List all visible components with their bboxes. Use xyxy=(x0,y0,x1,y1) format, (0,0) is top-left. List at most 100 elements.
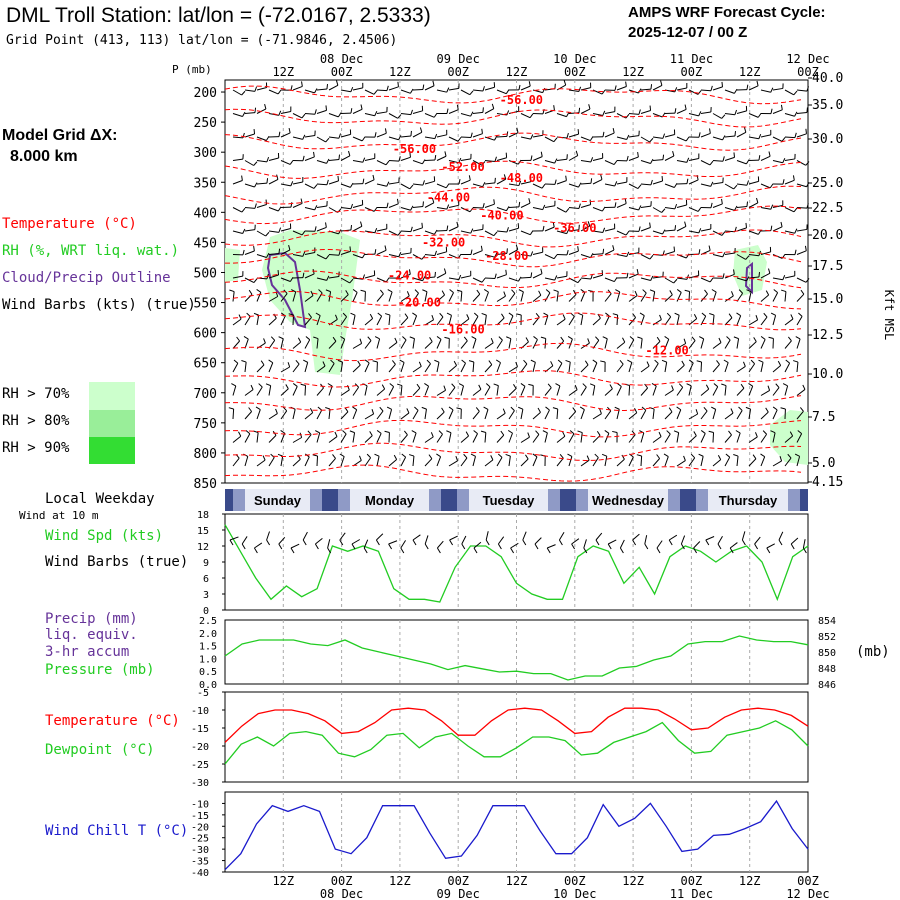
wind-barb xyxy=(436,312,444,326)
surface-wind-barb xyxy=(461,535,467,550)
wind-barb xyxy=(532,204,546,211)
wind-barb xyxy=(304,407,314,420)
wind-barb xyxy=(328,112,342,118)
y-tick-label: -15 xyxy=(191,811,209,822)
wind-barb xyxy=(748,112,762,118)
wind-barb xyxy=(340,86,354,93)
wind-barb xyxy=(244,430,251,443)
wind-barb xyxy=(652,133,666,139)
wind-barb xyxy=(304,290,314,302)
wind-barb xyxy=(604,181,618,187)
wind-barb xyxy=(733,336,740,349)
temperature-contour xyxy=(224,442,802,462)
wind-barb xyxy=(364,153,376,161)
wind-barb xyxy=(364,431,373,443)
wind-barb xyxy=(627,359,633,373)
wind-barb xyxy=(748,383,754,396)
wind-barb xyxy=(448,221,459,232)
wind-barb xyxy=(460,314,470,326)
wind-barb xyxy=(748,454,757,467)
wind-barb xyxy=(736,312,742,326)
wind-barb xyxy=(580,383,587,396)
y-tick-label: -5 xyxy=(197,688,209,699)
weekday-tuesday: Tuesday xyxy=(449,489,568,511)
wind-barb xyxy=(304,313,312,326)
wind-barb xyxy=(736,201,749,208)
wind-barb xyxy=(460,359,466,373)
wind-barb xyxy=(760,336,766,349)
wind-barb xyxy=(735,430,741,443)
wind-barb xyxy=(436,430,443,443)
wind-barb xyxy=(472,86,485,92)
forecast-cycle-label: AMPS WRF Forecast Cycle: xyxy=(628,4,826,21)
wind-barb xyxy=(592,153,604,161)
wind-barb xyxy=(268,206,282,212)
wind-barb xyxy=(748,197,759,208)
wind-barb xyxy=(544,383,552,396)
top-date-label: 09 Dec xyxy=(437,52,480,66)
wind-barb xyxy=(280,276,294,282)
surface-wind-barb xyxy=(436,540,444,554)
wind-barb xyxy=(674,312,680,326)
rh-shade-region xyxy=(225,248,240,282)
surface-wind-barb xyxy=(473,541,482,554)
wind-barb xyxy=(424,197,435,208)
wind-barb xyxy=(700,128,711,138)
wind-barb xyxy=(268,152,280,161)
surface-wind-barb xyxy=(327,539,332,554)
wind-barb xyxy=(676,199,688,208)
wind-barb xyxy=(652,80,663,91)
surface-wind-barb xyxy=(314,537,323,550)
legend-wind-chill: Wind Chill T (°C) xyxy=(45,823,189,839)
surface-wind-barb xyxy=(388,540,398,550)
wind-barb xyxy=(412,312,418,326)
wind-barb xyxy=(640,222,651,232)
wind-barb xyxy=(700,160,714,166)
wind-barb xyxy=(556,336,565,349)
wind-barb xyxy=(292,81,303,91)
wind-barb xyxy=(472,289,481,302)
bottom-date-label: 12 Dec xyxy=(786,887,829,900)
wind-barb xyxy=(580,178,593,185)
wind-barb xyxy=(460,431,470,443)
pressure-unit: (mb) xyxy=(856,644,890,660)
wind-barb xyxy=(316,361,326,373)
weekday-label: Thursday xyxy=(719,493,778,508)
wind-speed-panel: 0 3 6 9 12 15 18 xyxy=(197,510,809,617)
wind-barb xyxy=(565,359,571,373)
cross-section-panel: -56.00 -56.00 -52.00 -48.00 -44.00 -40.00 -36.… xyxy=(172,63,896,492)
wind-barb xyxy=(616,337,626,349)
wind-barb xyxy=(256,383,263,396)
wind-barb xyxy=(472,160,486,166)
rh-shade-region xyxy=(733,245,767,296)
wind-barb xyxy=(292,383,298,396)
wind-barb xyxy=(472,312,479,326)
wind-barb xyxy=(640,84,653,91)
surface-wind-barb xyxy=(790,537,799,550)
wind-barb xyxy=(244,224,256,232)
wind-barb xyxy=(472,182,486,188)
wind-barb xyxy=(424,154,437,161)
wind-barb xyxy=(688,228,702,234)
wind-barb xyxy=(724,88,738,94)
wind-barb xyxy=(794,453,801,467)
wind-barb xyxy=(364,453,372,467)
y-tick-label: 6 xyxy=(203,574,209,585)
wind-barb xyxy=(604,384,613,396)
wind-barb xyxy=(340,182,354,188)
wind-barb xyxy=(374,336,381,349)
wind-barb xyxy=(400,226,413,233)
wind-barb xyxy=(532,151,543,161)
wind-barb xyxy=(532,407,541,420)
dewpoint-line xyxy=(224,720,809,765)
kft-tick-label: 15.0 xyxy=(812,292,843,307)
wind-barb xyxy=(493,383,499,396)
bottom-hour-label: 00Z xyxy=(447,874,469,888)
contour-label: -20.00 xyxy=(398,296,441,310)
wind-barb xyxy=(688,359,694,373)
wind-barb xyxy=(481,312,487,326)
wind-barb xyxy=(496,110,510,116)
wind-barb xyxy=(364,89,378,95)
model-grid-label: Model Grid ΔX: xyxy=(2,127,118,144)
wind-barb xyxy=(721,383,727,396)
